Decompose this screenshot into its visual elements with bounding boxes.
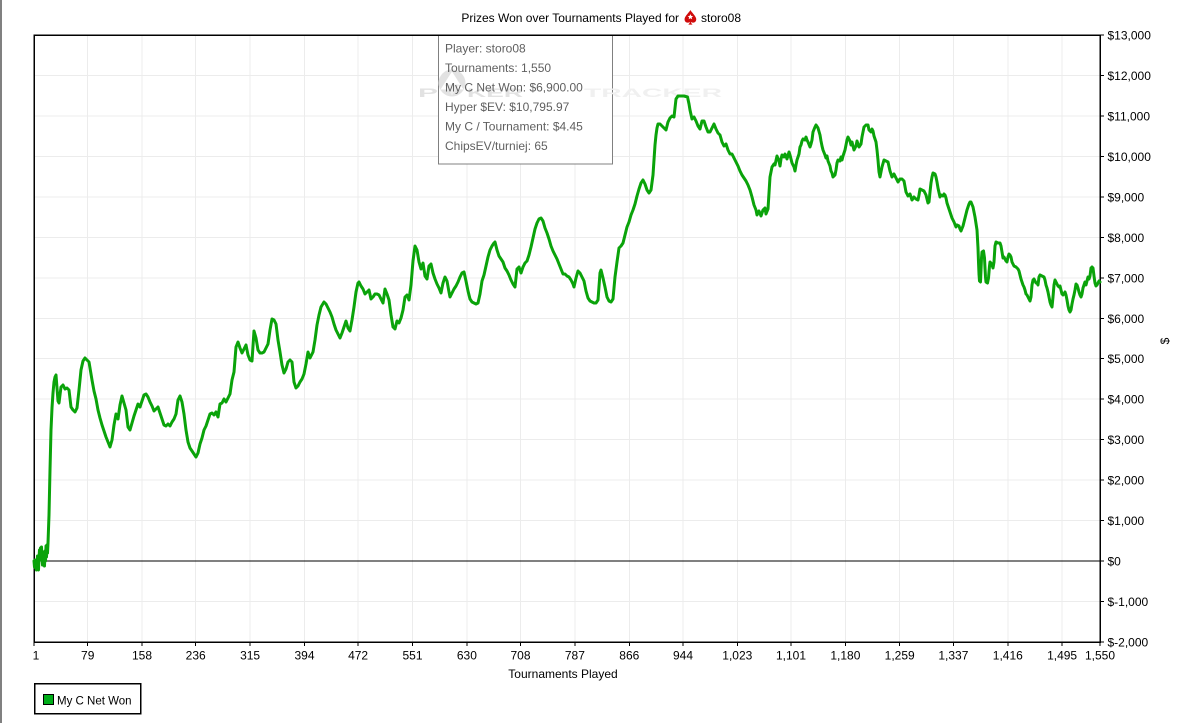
svg-text:Hyper $EV: $10,795.97: Hyper $EV: $10,795.97: [445, 100, 570, 114]
svg-text:$-2,000: $-2,000: [1108, 636, 1149, 650]
svg-text:KER: KER: [467, 86, 524, 100]
svg-text:TRACKER: TRACKER: [584, 86, 723, 100]
svg-text:$4,000: $4,000: [1108, 393, 1145, 407]
svg-text:$7,000: $7,000: [1108, 271, 1145, 285]
svg-text:1: 1: [33, 649, 40, 663]
svg-text:Player: storo08: Player: storo08: [445, 42, 526, 56]
svg-text:1,337: 1,337: [938, 649, 968, 663]
svg-text:787: 787: [565, 649, 585, 663]
svg-text:$13,000: $13,000: [1108, 29, 1152, 43]
svg-text:551: 551: [402, 649, 422, 663]
svg-text:Tournaments Played: Tournaments Played: [508, 667, 617, 681]
svg-text:storo08: storo08: [701, 11, 741, 25]
svg-text:$3,000: $3,000: [1108, 433, 1145, 447]
svg-text:$2,000: $2,000: [1108, 474, 1145, 488]
svg-text:$-1,000: $-1,000: [1108, 595, 1149, 609]
svg-text:$5,000: $5,000: [1108, 352, 1145, 366]
svg-text:708: 708: [510, 649, 530, 663]
svg-text:630: 630: [457, 649, 477, 663]
svg-text:ChipsEV/turniej: 65: ChipsEV/turniej: 65: [445, 139, 548, 153]
svg-text:Tournaments: 1,550: Tournaments: 1,550: [445, 61, 551, 75]
svg-text:$1,000: $1,000: [1108, 514, 1145, 528]
svg-text:866: 866: [619, 649, 639, 663]
svg-text:1,180: 1,180: [830, 649, 860, 663]
svg-text:$8,000: $8,000: [1108, 231, 1145, 245]
svg-text:1,495: 1,495: [1047, 649, 1077, 663]
svg-text:1,259: 1,259: [885, 649, 915, 663]
svg-text:$6,000: $6,000: [1108, 312, 1145, 326]
svg-text:My C Net Won: $6,900.00: My C Net Won: $6,900.00: [445, 81, 583, 95]
svg-text:1,550: 1,550: [1085, 649, 1115, 663]
svg-text:$12,000: $12,000: [1108, 69, 1152, 83]
svg-text:1,023: 1,023: [722, 649, 752, 663]
svg-text:394: 394: [294, 649, 314, 663]
svg-text:$0: $0: [1108, 555, 1122, 569]
svg-text:$11,000: $11,000: [1108, 109, 1151, 123]
svg-text:79: 79: [81, 649, 95, 663]
svg-text:1,101: 1,101: [776, 649, 806, 663]
svg-text:1,416: 1,416: [993, 649, 1023, 663]
svg-text:Prizes Won over Tournaments Pl: Prizes Won over Tournaments Played for: [461, 11, 679, 25]
svg-text:315: 315: [240, 649, 260, 663]
svg-text:$: $: [1158, 337, 1172, 344]
svg-text:P: P: [418, 86, 438, 100]
svg-text:158: 158: [132, 649, 152, 663]
svg-text:236: 236: [186, 649, 206, 663]
svg-text:$10,000: $10,000: [1108, 150, 1152, 164]
svg-text:My C / Tournament: $4.45: My C / Tournament: $4.45: [445, 120, 583, 134]
svg-text:My C Net Won: My C Net Won: [57, 696, 132, 708]
svg-text:$9,000: $9,000: [1108, 190, 1145, 204]
svg-text:472: 472: [348, 649, 368, 663]
svg-text:944: 944: [673, 649, 693, 663]
